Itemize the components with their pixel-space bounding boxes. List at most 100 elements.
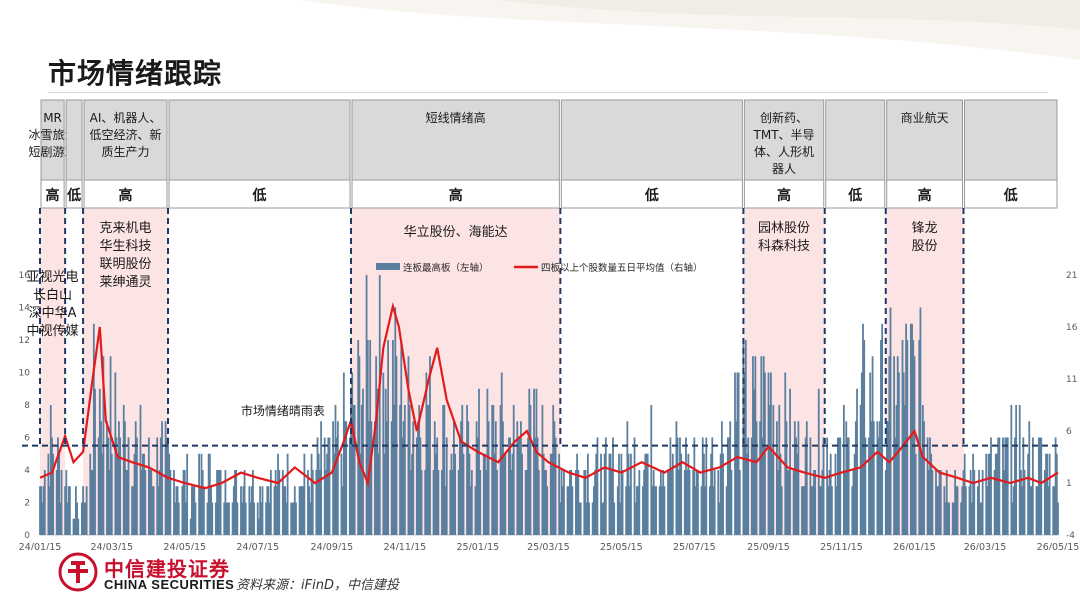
bar	[118, 421, 120, 535]
bar	[425, 372, 428, 535]
bar	[920, 453, 923, 535]
legend-label-bar: 连板最高板（左轴）	[403, 262, 489, 274]
bar	[911, 323, 913, 535]
bar	[177, 502, 180, 535]
period-stocks-label: 锋龙股份	[912, 221, 938, 254]
bar	[377, 453, 380, 535]
bar	[442, 405, 445, 535]
bar	[583, 470, 586, 535]
bar	[683, 470, 686, 535]
bar	[202, 486, 205, 535]
bar	[927, 470, 930, 535]
bar	[527, 437, 529, 535]
bar	[512, 405, 515, 535]
bar	[435, 453, 437, 535]
bar	[613, 502, 616, 535]
y-left-tick-label: 6	[24, 434, 30, 444]
bar	[126, 470, 129, 535]
bar	[359, 453, 362, 535]
bar	[856, 388, 858, 535]
bar	[291, 502, 294, 535]
bar	[585, 502, 588, 535]
bar	[918, 340, 921, 535]
bar	[327, 437, 330, 535]
bar	[650, 405, 653, 535]
bar	[47, 453, 50, 535]
bar	[1052, 486, 1055, 535]
bar	[600, 453, 602, 535]
bar	[912, 340, 915, 535]
bar	[308, 486, 311, 535]
bar	[718, 502, 721, 535]
bar	[586, 453, 589, 535]
bar	[236, 502, 239, 535]
bar	[973, 470, 976, 535]
bar	[317, 453, 320, 535]
bar	[307, 470, 309, 535]
bar	[468, 453, 471, 535]
bar	[797, 421, 800, 535]
bar	[502, 421, 504, 535]
bar	[985, 453, 988, 535]
bar	[161, 421, 163, 535]
bar	[261, 486, 264, 535]
bar	[726, 437, 729, 535]
bar	[618, 453, 620, 535]
bar	[658, 486, 661, 535]
bar	[186, 453, 189, 535]
bar	[888, 356, 891, 535]
bar	[315, 470, 318, 535]
bar	[494, 421, 497, 535]
bar	[399, 405, 401, 535]
bar	[244, 502, 247, 535]
bar	[743, 372, 746, 535]
bar	[156, 437, 159, 535]
bar	[793, 421, 796, 535]
bar	[937, 486, 940, 535]
bar	[1022, 437, 1025, 535]
bar	[877, 437, 880, 535]
bar	[693, 437, 696, 535]
bar	[362, 388, 364, 535]
bar	[642, 486, 644, 535]
x-tick-label: 24/05/15	[163, 542, 206, 550]
bar	[777, 470, 779, 535]
bar	[541, 405, 544, 535]
bar	[810, 486, 813, 535]
bar	[127, 437, 130, 535]
sentiment-level-label: 低	[644, 187, 659, 204]
bar	[778, 405, 781, 535]
bar	[1053, 486, 1056, 535]
bar	[901, 340, 904, 535]
bar	[708, 486, 711, 535]
bar	[476, 437, 479, 535]
bar	[919, 307, 922, 535]
period-theme-label: MR 冰雪旅游短剧游戏	[29, 111, 77, 159]
bar	[496, 470, 498, 535]
bar	[621, 470, 624, 535]
bar	[114, 372, 117, 535]
bar	[433, 421, 436, 535]
bar	[466, 405, 468, 535]
bar	[839, 437, 842, 535]
bar	[694, 486, 697, 535]
bar	[492, 405, 495, 535]
bar	[948, 502, 951, 535]
bar	[133, 453, 136, 535]
bar	[729, 421, 732, 535]
bar	[667, 470, 669, 535]
bar	[643, 470, 646, 535]
bar	[576, 453, 579, 535]
bar	[822, 437, 825, 535]
bar	[140, 470, 143, 535]
bar	[341, 486, 344, 535]
bar	[119, 437, 122, 535]
bar	[972, 453, 974, 535]
bar	[784, 372, 787, 535]
level-box	[40, 179, 65, 209]
bar	[382, 372, 385, 535]
bar	[250, 486, 253, 535]
bar	[516, 421, 519, 535]
bar	[1043, 470, 1046, 535]
bar	[588, 502, 590, 535]
